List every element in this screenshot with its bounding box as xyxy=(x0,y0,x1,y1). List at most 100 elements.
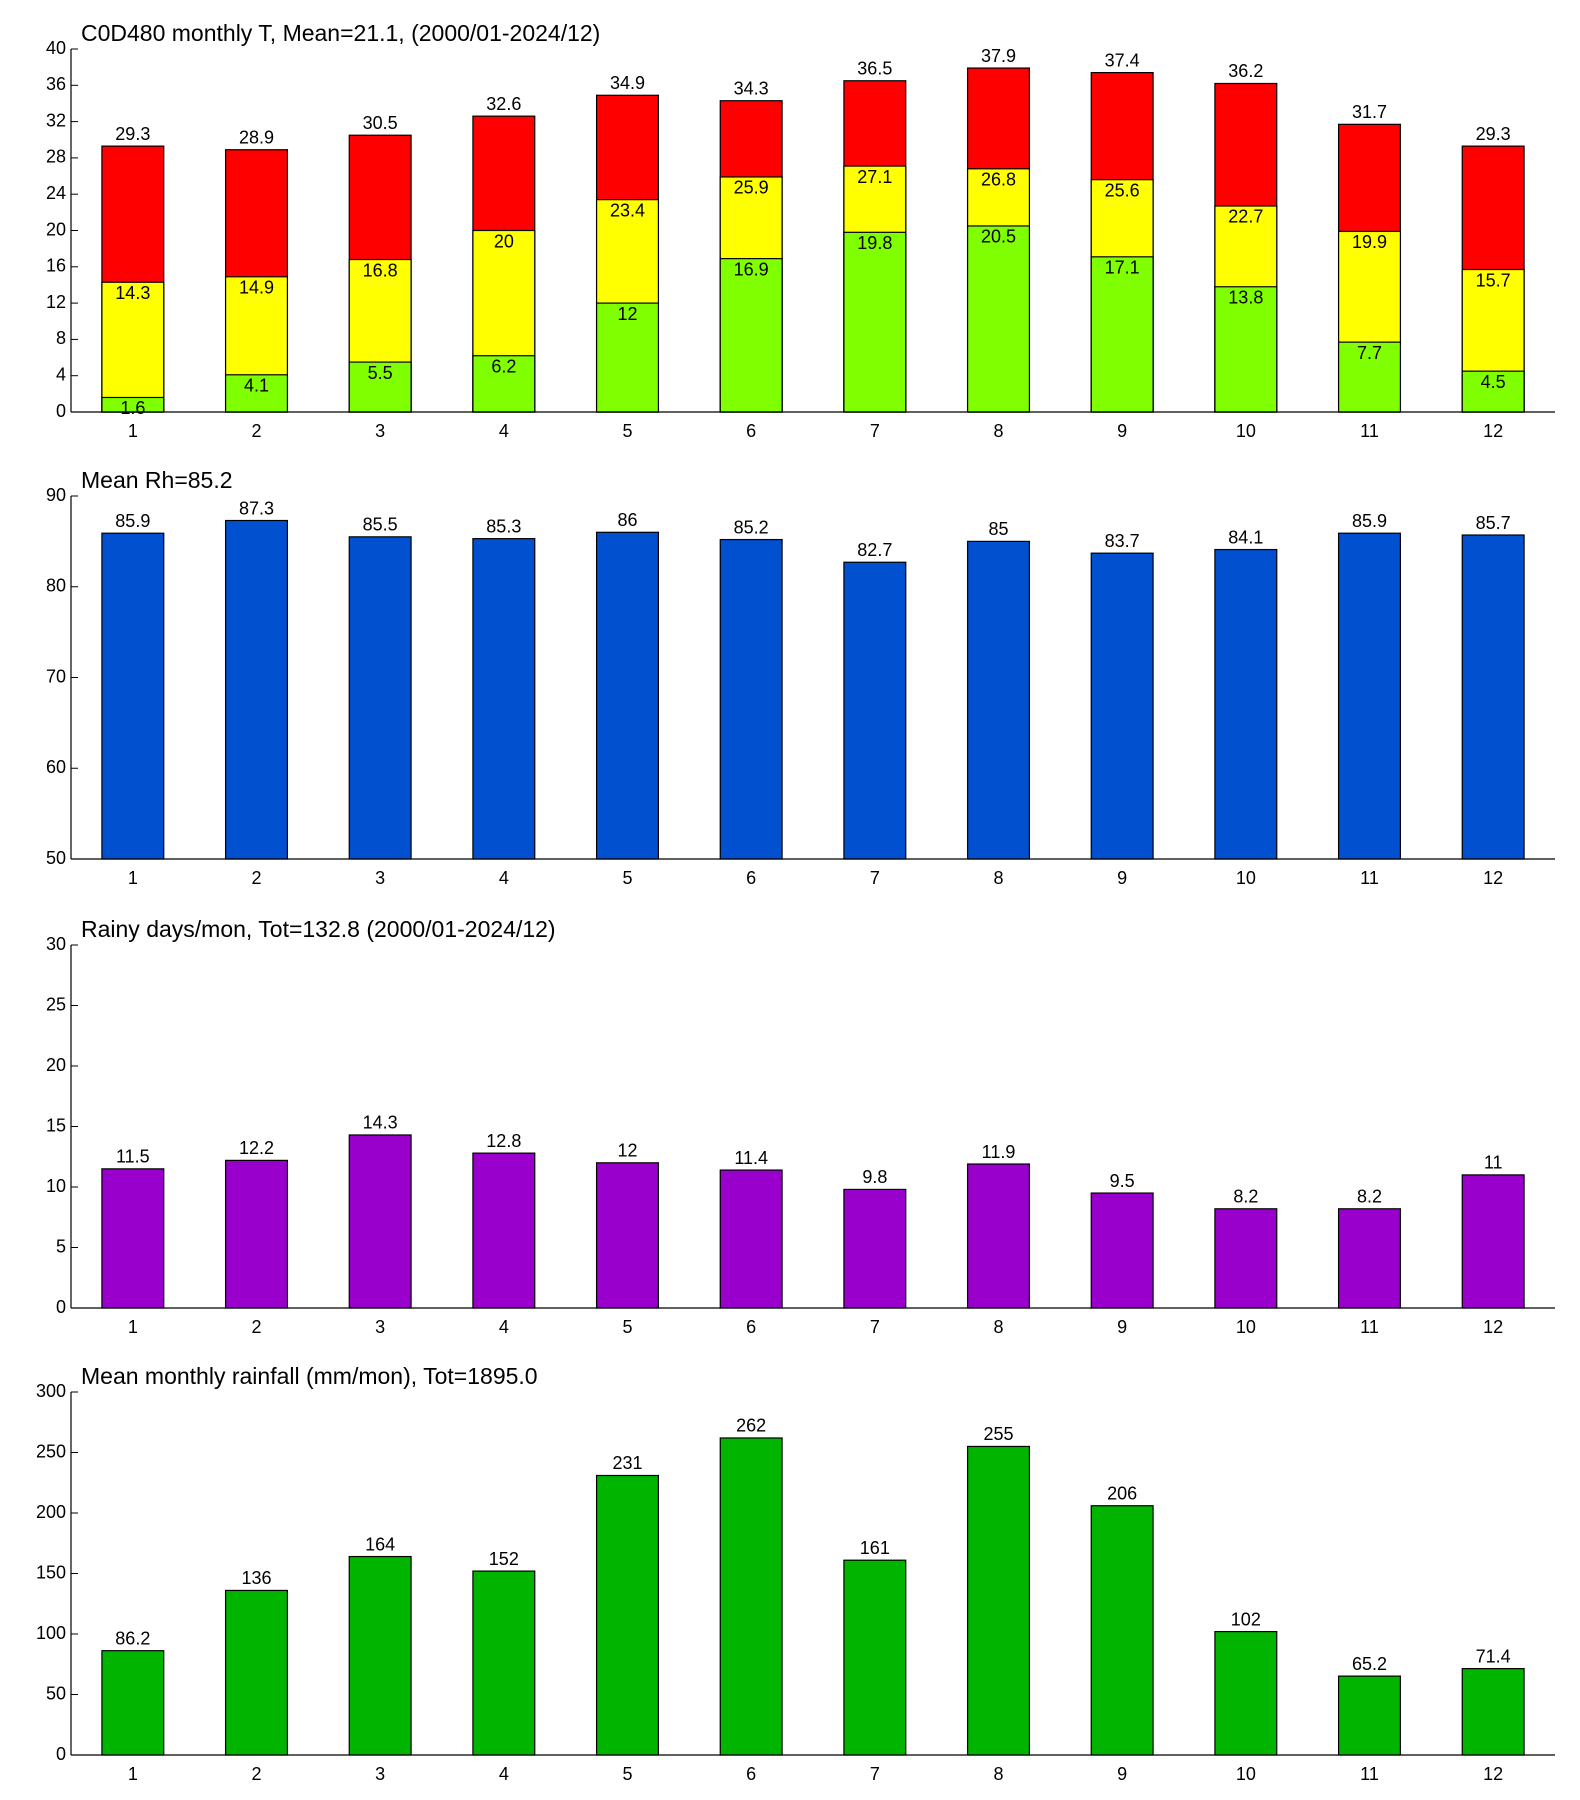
data-label: 11 xyxy=(1484,1153,1503,1173)
y-tick-label: 20 xyxy=(46,1055,66,1075)
x-tick-label: 2 xyxy=(251,421,261,441)
data-label: 14.3 xyxy=(115,283,150,303)
bar xyxy=(224,519,289,860)
data-label: 152 xyxy=(489,1549,519,1569)
y-tick-label: 30 xyxy=(46,934,66,954)
bar xyxy=(843,1559,907,1756)
bar xyxy=(224,374,289,413)
bar xyxy=(101,532,165,860)
x-tick-label: 3 xyxy=(375,421,385,441)
data-label: 83.7 xyxy=(1105,531,1140,551)
bar xyxy=(348,1134,412,1309)
data-label: 7.7 xyxy=(1357,343,1382,363)
data-label: 27.1 xyxy=(857,167,892,187)
chart-title: Rainy days/mon, Tot=132.8 (2000/01-2024/… xyxy=(81,916,556,942)
y-tick-label: 0 xyxy=(56,401,66,421)
y-tick-label: 80 xyxy=(46,576,66,596)
data-label: 22.7 xyxy=(1228,207,1263,227)
y-tick-label: 50 xyxy=(46,848,66,868)
bar xyxy=(966,225,1031,413)
y-tick-label: 100 xyxy=(36,1623,66,1643)
bar xyxy=(224,1159,289,1309)
y-tick-label: 70 xyxy=(46,666,66,686)
data-label: 37.4 xyxy=(1105,50,1140,70)
bar xyxy=(966,1445,1031,1756)
data-label: 17.1 xyxy=(1105,258,1140,278)
data-label: 11.9 xyxy=(982,1142,1016,1162)
bar xyxy=(472,1570,536,1756)
bar xyxy=(1461,534,1525,860)
x-tick-label: 2 xyxy=(251,1764,261,1784)
x-tick-label: 9 xyxy=(1117,1764,1127,1784)
data-label: 255 xyxy=(983,1424,1013,1444)
y-tick-label: 25 xyxy=(46,994,66,1014)
data-label: 85.3 xyxy=(486,516,521,536)
x-tick-label: 6 xyxy=(746,868,756,888)
bar xyxy=(1461,1174,1525,1309)
bar xyxy=(472,355,536,413)
bar xyxy=(472,538,536,860)
bar xyxy=(719,258,783,413)
bar xyxy=(595,1474,660,1756)
data-label: 25.9 xyxy=(734,178,769,198)
y-tick-label: 20 xyxy=(46,219,66,239)
x-tick-label: 9 xyxy=(1117,868,1127,888)
x-tick-label: 5 xyxy=(622,1764,632,1784)
data-label: 4.1 xyxy=(244,376,269,396)
x-tick-label: 10 xyxy=(1236,421,1256,441)
data-label: 29.3 xyxy=(115,124,150,144)
data-label: 12.8 xyxy=(486,1131,521,1151)
y-tick-label: 12 xyxy=(46,292,66,312)
x-tick-label: 3 xyxy=(375,1764,385,1784)
data-label: 37.9 xyxy=(981,46,1016,66)
data-label: 16.9 xyxy=(734,259,769,279)
data-label: 20.5 xyxy=(981,227,1016,247)
data-label: 65.2 xyxy=(1352,1654,1387,1674)
data-label: 82.7 xyxy=(857,540,892,560)
bar xyxy=(224,1589,289,1756)
bar xyxy=(1214,286,1278,413)
data-label: 25.6 xyxy=(1105,180,1140,200)
chart-title: Mean monthly rainfall (mm/mon), Tot=1895… xyxy=(81,1363,538,1389)
bar xyxy=(719,1169,783,1309)
x-tick-label: 11 xyxy=(1360,1317,1379,1337)
bar xyxy=(1090,1192,1154,1309)
y-tick-label: 4 xyxy=(56,364,66,384)
x-tick-label: 1 xyxy=(128,1317,138,1337)
data-label: 12.2 xyxy=(239,1138,274,1158)
bar xyxy=(101,1650,165,1756)
data-label: 5.5 xyxy=(368,363,393,383)
data-label: 16.8 xyxy=(363,260,398,280)
y-tick-label: 90 xyxy=(46,485,66,505)
bar xyxy=(472,1152,536,1309)
x-tick-label: 4 xyxy=(499,1764,509,1784)
y-tick-label: 60 xyxy=(46,757,66,777)
data-label: 34.3 xyxy=(734,78,769,98)
x-tick-label: 7 xyxy=(870,868,880,888)
x-tick-label: 11 xyxy=(1360,421,1379,441)
y-tick-label: 0 xyxy=(56,1297,66,1317)
data-label: 206 xyxy=(1107,1483,1137,1503)
x-tick-label: 12 xyxy=(1483,868,1503,888)
bar xyxy=(1461,370,1525,413)
y-tick-label: 40 xyxy=(46,38,66,58)
data-label: 23.4 xyxy=(610,200,645,220)
data-label: 28.9 xyxy=(239,127,274,147)
y-tick-label: 10 xyxy=(46,1176,66,1196)
data-label: 36.5 xyxy=(857,59,892,79)
bar xyxy=(101,1168,165,1309)
data-label: 32.6 xyxy=(486,94,521,114)
bar xyxy=(1214,1630,1278,1756)
x-tick-label: 6 xyxy=(746,1764,756,1784)
x-tick-label: 5 xyxy=(622,1317,632,1337)
bar xyxy=(719,538,783,860)
x-tick-label: 7 xyxy=(870,421,880,441)
y-tick-label: 15 xyxy=(46,1115,66,1135)
x-tick-label: 3 xyxy=(375,868,385,888)
data-label: 231 xyxy=(612,1453,642,1473)
data-label: 26.8 xyxy=(981,170,1016,190)
data-label: 15.7 xyxy=(1476,270,1511,290)
data-label: 71.4 xyxy=(1476,1646,1511,1666)
data-label: 29.3 xyxy=(1476,124,1511,144)
